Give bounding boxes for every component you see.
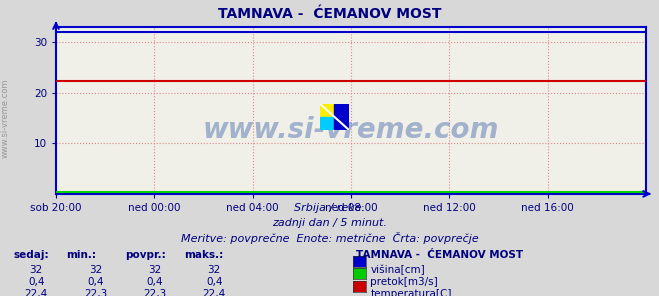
Text: povpr.:: povpr.: xyxy=(125,250,166,260)
Text: 32: 32 xyxy=(89,265,102,275)
Text: TAMNAVA -  ĆEMANOV MOST: TAMNAVA - ĆEMANOV MOST xyxy=(217,7,442,21)
Text: 22,3: 22,3 xyxy=(84,289,107,296)
Text: 32: 32 xyxy=(148,265,161,275)
Text: TAMNAVA -  ĆEMANOV MOST: TAMNAVA - ĆEMANOV MOST xyxy=(356,250,523,260)
Text: 22,3: 22,3 xyxy=(143,289,167,296)
Text: 0,4: 0,4 xyxy=(87,277,104,287)
Text: zadnji dan / 5 minut.: zadnji dan / 5 minut. xyxy=(272,218,387,228)
Text: 0,4: 0,4 xyxy=(28,277,45,287)
Text: min.:: min.: xyxy=(66,250,96,260)
Bar xyxy=(320,117,335,130)
Bar xyxy=(335,104,349,130)
Text: www.si-vreme.com: www.si-vreme.com xyxy=(1,79,10,158)
Text: višina[cm]: višina[cm] xyxy=(370,265,425,275)
Text: maks.:: maks.: xyxy=(185,250,224,260)
Text: Srbija / reke.: Srbija / reke. xyxy=(294,203,365,213)
Bar xyxy=(320,104,335,117)
Text: 22,4: 22,4 xyxy=(202,289,226,296)
Text: 22,4: 22,4 xyxy=(24,289,48,296)
Text: 32: 32 xyxy=(208,265,221,275)
Text: Meritve: povprečne  Enote: metrične  Črta: povprečje: Meritve: povprečne Enote: metrične Črta:… xyxy=(181,232,478,244)
Text: pretok[m3/s]: pretok[m3/s] xyxy=(370,277,438,287)
Text: 0,4: 0,4 xyxy=(206,277,223,287)
Text: www.si-vreme.com: www.si-vreme.com xyxy=(203,116,499,144)
Text: 32: 32 xyxy=(30,265,43,275)
Text: temperatura[C]: temperatura[C] xyxy=(370,289,452,296)
Text: 0,4: 0,4 xyxy=(146,277,163,287)
Text: sedaj:: sedaj: xyxy=(13,250,49,260)
